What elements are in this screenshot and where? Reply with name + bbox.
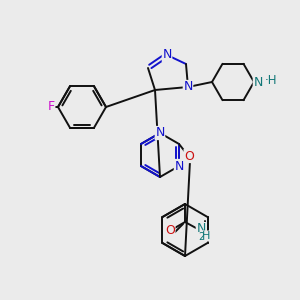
Text: F: F <box>47 100 55 113</box>
Text: N: N <box>162 49 172 62</box>
Text: N: N <box>196 223 206 236</box>
Text: O: O <box>165 224 175 238</box>
Text: N: N <box>253 76 263 88</box>
Text: H: H <box>202 231 210 241</box>
Text: N: N <box>174 160 184 172</box>
Text: O: O <box>184 149 194 163</box>
Text: N: N <box>183 80 193 94</box>
Text: N: N <box>155 127 165 140</box>
Text: 2: 2 <box>198 232 204 242</box>
Text: ·H: ·H <box>265 74 278 86</box>
